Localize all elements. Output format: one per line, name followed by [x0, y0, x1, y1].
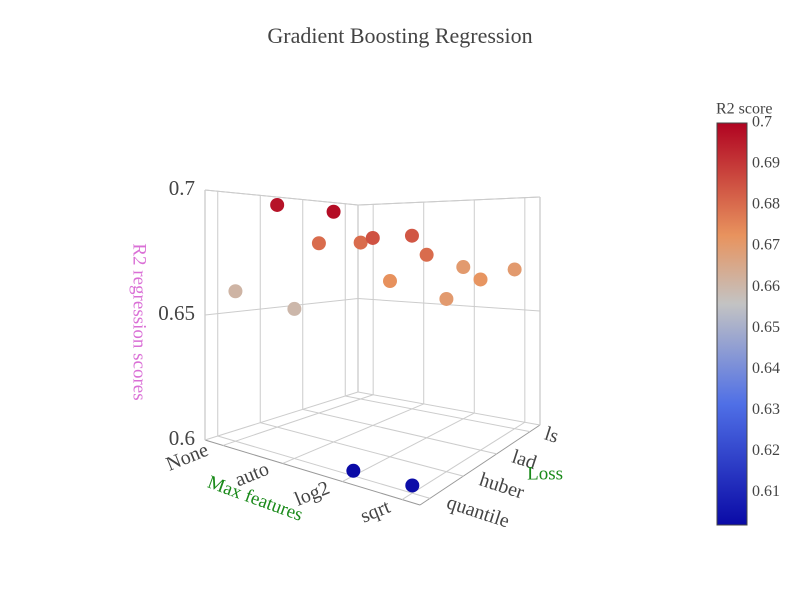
- chart-title: Gradient Boosting Regression: [267, 23, 532, 48]
- z-grid-line: [204, 391, 359, 441]
- colorbar-tick-label: 0.63: [752, 401, 780, 418]
- point: [270, 197, 285, 212]
- y-grid-line: [302, 408, 497, 455]
- point: [404, 228, 419, 243]
- colorbar-tick-label: 0.65: [752, 319, 780, 336]
- x-grid-line: [282, 403, 424, 464]
- point: [473, 272, 488, 287]
- colorbar-tick-label: 0.67: [752, 237, 780, 254]
- point: [382, 274, 397, 289]
- colorbar-tick-label: 0.64: [752, 360, 780, 377]
- point: [311, 236, 326, 251]
- point: [228, 284, 243, 299]
- z-tick-label: 0.65: [158, 301, 195, 325]
- point: [456, 260, 471, 275]
- z-grid-line: [357, 391, 541, 426]
- y-grid-line: [217, 435, 431, 499]
- point: [419, 247, 434, 262]
- colorbar-tick-label: 0.66: [752, 278, 780, 295]
- z-tick-label: 0.7: [169, 176, 195, 200]
- grid: [204, 189, 541, 506]
- point: [405, 478, 420, 493]
- z-tick-label: 0.6: [169, 426, 195, 450]
- y-tick-label: ls: [542, 423, 562, 448]
- point: [346, 463, 361, 478]
- point: [287, 301, 302, 316]
- z-grid-line: [204, 189, 359, 206]
- z-axis-title: R2 regression scores: [129, 243, 150, 400]
- point: [439, 291, 454, 306]
- z-grid-line: [204, 298, 359, 316]
- colorbar-tick-label: 0.69: [752, 155, 780, 172]
- z-grid-line: [357, 196, 541, 206]
- y-tick-label: huber: [477, 469, 527, 504]
- colorbar-title: R2 score: [716, 101, 772, 118]
- x-grid-line: [401, 421, 526, 501]
- point: [365, 230, 380, 245]
- box-edge: [204, 439, 421, 506]
- y-grid-line: [345, 395, 531, 433]
- x-grid-line: [342, 412, 475, 482]
- colorbar-tick-label: 0.68: [752, 196, 780, 213]
- colorbar-tick-label: 0.7: [752, 114, 772, 131]
- x-grid-line: [222, 394, 374, 446]
- point: [507, 262, 522, 277]
- colorbar-tick-label: 0.61: [752, 483, 780, 500]
- y-grid-line: [260, 422, 464, 477]
- x-tick-label: sqrt: [357, 496, 393, 528]
- box-edge: [419, 424, 541, 506]
- point: [353, 235, 368, 250]
- colorbar-tick-label: 0.62: [752, 442, 780, 459]
- colorbar: [716, 122, 748, 526]
- y-axis-title: Loss: [527, 464, 563, 485]
- point: [326, 204, 341, 219]
